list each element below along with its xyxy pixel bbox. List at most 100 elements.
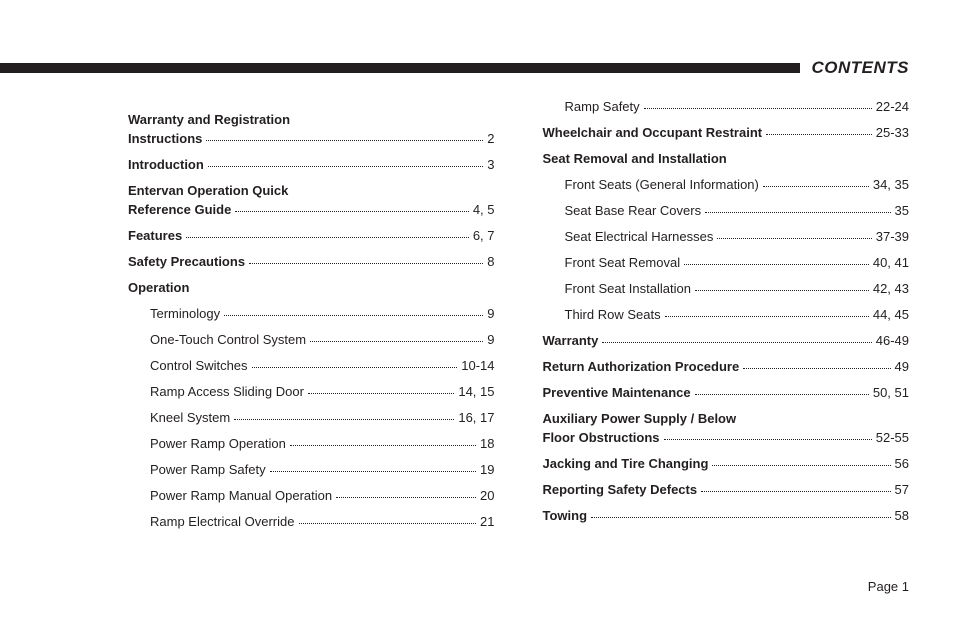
toc-leader [310, 341, 483, 342]
toc-entry-label: Introduction [128, 158, 204, 171]
toc-entry-line2: Reference Guide 4, 5 [128, 203, 495, 216]
toc-page-number: 4, 5 [473, 203, 495, 216]
toc-heading: Seat Removal and Installation [543, 152, 910, 165]
toc-subentry: Kneel System16, 17 [128, 411, 495, 424]
toc-leader [270, 471, 476, 472]
toc-leader [701, 491, 890, 492]
toc-page-number: 25-33 [876, 126, 909, 139]
table-of-contents: Warranty and RegistrationInstructions2 In… [128, 100, 909, 528]
toc-entry-label: Front Seat Removal [565, 256, 681, 269]
toc-entry-label: Ramp Access Sliding Door [150, 385, 304, 398]
toc-entry-label: Power Ramp Safety [150, 463, 266, 476]
toc-leader [234, 419, 454, 420]
toc-leader [743, 368, 890, 369]
toc-page-number: 6, 7 [473, 229, 495, 242]
toc-page-number: 19 [480, 463, 494, 476]
toc-entry-label: Power Ramp Manual Operation [150, 489, 332, 502]
header-title: CONTENTS [812, 58, 910, 78]
toc-entry-label: Third Row Seats [565, 308, 661, 321]
toc-leader [644, 108, 872, 109]
toc-leader [602, 342, 871, 343]
toc-subentry: Front Seats (General Information)34, 35 [543, 178, 910, 191]
toc-page-number: 18 [480, 437, 494, 450]
toc-subentry: Power Ramp Operation 18 [128, 437, 495, 450]
toc-subentry: One-Touch Control System 9 [128, 333, 495, 346]
toc-leader [308, 393, 454, 394]
toc-page-number: 9 [487, 333, 494, 346]
toc-leader [712, 465, 890, 466]
toc-entry: Wheelchair and Occupant Restraint 25-33 [543, 126, 910, 139]
toc-page-number: 14, 15 [458, 385, 494, 398]
toc-page-number: 21 [480, 515, 494, 528]
toc-entry-label: Jacking and Tire Changing [543, 457, 709, 470]
toc-leader [290, 445, 476, 446]
toc-page-number: 58 [895, 509, 909, 522]
toc-entry: Return Authorization Procedure49 [543, 360, 910, 373]
toc-subentry: Power Ramp Safety 19 [128, 463, 495, 476]
toc-leader [763, 186, 869, 187]
toc-entry-label: Auxiliary Power Supply / Below [543, 412, 910, 425]
page-footer: Page 1 [868, 579, 909, 594]
toc-entry-label: Seat Electrical Harnesses [565, 230, 714, 243]
toc-entry: Reporting Safety Defects 57 [543, 483, 910, 496]
toc-column-left: Warranty and RegistrationInstructions2 In… [128, 100, 495, 528]
toc-entry-label: Warranty [543, 334, 599, 347]
toc-subentry: Front Seat Removal40, 41 [543, 256, 910, 269]
toc-page-number: 44, 45 [873, 308, 909, 321]
toc-entry: Warranty and RegistrationInstructions2 [128, 113, 495, 145]
toc-leader [766, 134, 872, 135]
toc-entry: Features 6, 7 [128, 229, 495, 242]
toc-leader [591, 517, 891, 518]
toc-entry-label: Power Ramp Operation [150, 437, 286, 450]
toc-subentry: Power Ramp Manual Operation 20 [128, 489, 495, 502]
toc-entry-label: Warranty and Registration [128, 113, 495, 126]
toc-subentry: Ramp Electrical Override21 [128, 515, 495, 528]
toc-entry-label: Control Switches [150, 359, 248, 372]
toc-page-number: 22-24 [876, 100, 909, 113]
toc-entry: Safety Precautions 8 [128, 255, 495, 268]
toc-entry-label: One-Touch Control System [150, 333, 306, 346]
toc-page-number: 8 [487, 255, 494, 268]
toc-entry-label: Floor Obstructions [543, 431, 660, 444]
toc-entry-label: Entervan Operation Quick [128, 184, 495, 197]
toc-entry-label: Reporting Safety Defects [543, 483, 698, 496]
toc-leader [665, 316, 869, 317]
toc-entry-label: Towing [543, 509, 588, 522]
toc-leader [186, 237, 469, 238]
toc-page-number: 46-49 [876, 334, 909, 347]
toc-entry-label: Reference Guide [128, 203, 231, 216]
toc-leader [684, 264, 869, 265]
toc-subentry: Seat Electrical Harnesses37-39 [543, 230, 910, 243]
toc-page-number: 20 [480, 489, 494, 502]
toc-leader [252, 367, 458, 368]
toc-page-number: 35 [895, 204, 909, 217]
toc-leader [664, 439, 872, 440]
toc-leader [224, 315, 483, 316]
toc-subentry: Control Switches 10-14 [128, 359, 495, 372]
toc-page-number: 2 [487, 132, 494, 145]
toc-page-number: 52-55 [876, 431, 909, 444]
toc-subentry: Third Row Seats 44, 45 [543, 308, 910, 321]
page: CONTENTS Warranty and RegistrationInstru… [0, 0, 954, 618]
toc-page-number: 57 [895, 483, 909, 496]
toc-entry-label: Features [128, 229, 182, 242]
toc-entry-label: Ramp Safety [565, 100, 640, 113]
toc-page-number: 56 [895, 457, 909, 470]
toc-leader [208, 166, 483, 167]
toc-entry-label: Preventive Maintenance [543, 386, 691, 399]
toc-entry-label: Return Authorization Procedure [543, 360, 740, 373]
toc-page-number: 9 [487, 307, 494, 320]
toc-entry-label: Seat Base Rear Covers [565, 204, 702, 217]
toc-page-number: 10-14 [461, 359, 494, 372]
toc-page-number: 34, 35 [873, 178, 909, 191]
toc-page-number: 3 [487, 158, 494, 171]
toc-page-number: 42, 43 [873, 282, 909, 295]
toc-entry: Towing 58 [543, 509, 910, 522]
toc-entry: Preventive Maintenance50, 51 [543, 386, 910, 399]
toc-entry-label: Wheelchair and Occupant Restraint [543, 126, 763, 139]
toc-leader [206, 140, 483, 141]
toc-leader [235, 211, 468, 212]
toc-entry-label: Safety Precautions [128, 255, 245, 268]
header-bar [0, 63, 800, 73]
toc-entry: Auxiliary Power Supply / Below Floor Obst… [543, 412, 910, 444]
